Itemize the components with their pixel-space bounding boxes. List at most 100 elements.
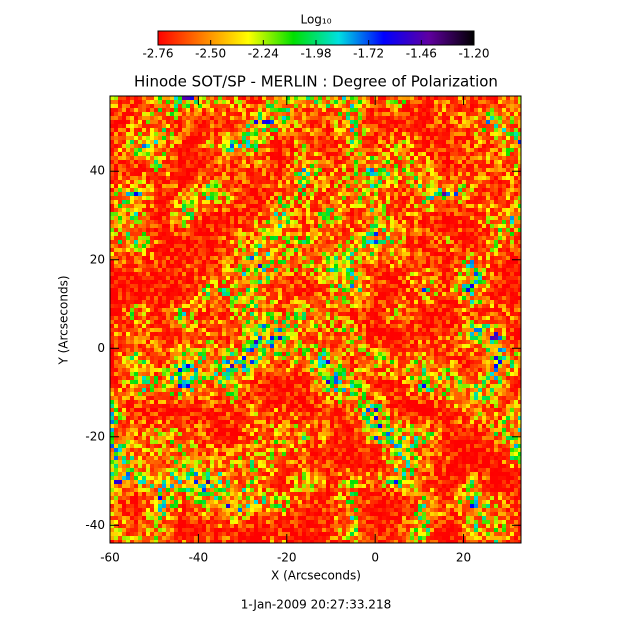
heatmap-cell <box>402 136 406 140</box>
heatmap-cell <box>518 116 521 120</box>
heatmap-cell <box>186 184 190 188</box>
heatmap-cell <box>358 224 362 228</box>
heatmap-cell <box>462 164 466 168</box>
heatmap-cell <box>194 112 198 116</box>
heatmap-cell <box>266 144 270 148</box>
heatmap-cell <box>178 232 182 236</box>
heatmap-cell <box>118 148 122 152</box>
heatmap-cell <box>514 108 518 112</box>
heatmap-cell <box>210 112 214 116</box>
heatmap-cell <box>110 200 114 204</box>
heatmap-cell <box>454 176 458 180</box>
heatmap-cell <box>294 208 298 212</box>
heatmap-cell <box>494 116 498 120</box>
heatmap-cell <box>478 260 482 264</box>
heatmap-cell <box>174 196 178 200</box>
heatmap-cell <box>486 152 490 156</box>
heatmap-cell <box>134 232 138 236</box>
heatmap-cell <box>406 148 410 152</box>
heatmap-cell <box>394 236 398 240</box>
heatmap-cell <box>386 96 390 100</box>
heatmap-cell <box>498 200 502 204</box>
heatmap-cell <box>514 144 518 148</box>
heatmap-cell <box>466 168 470 172</box>
heatmap-cell <box>454 236 458 240</box>
heatmap-cell <box>506 272 510 276</box>
heatmap-cell <box>214 236 218 240</box>
heatmap-cell <box>402 140 406 144</box>
heatmap-cell <box>162 160 166 164</box>
heatmap-cell <box>242 288 246 292</box>
heatmap-cell <box>514 216 518 220</box>
heatmap-cell <box>334 180 338 184</box>
heatmap-cell <box>398 280 402 284</box>
heatmap-cell <box>482 244 486 248</box>
heatmap-cell <box>186 256 190 260</box>
heatmap-cell <box>502 196 506 200</box>
heatmap-cell <box>182 240 186 244</box>
heatmap-cell <box>490 272 494 276</box>
heatmap-cell <box>182 200 186 204</box>
heatmap-cell <box>518 260 521 264</box>
heatmap-cell <box>250 120 254 124</box>
heatmap-cell <box>218 264 222 268</box>
heatmap-cell <box>218 212 222 216</box>
heatmap-cell <box>266 240 270 244</box>
heatmap-cell <box>238 140 242 144</box>
heatmap-cell <box>178 268 182 272</box>
heatmap-cell <box>306 116 310 120</box>
heatmap-cell <box>394 280 398 284</box>
heatmap-cell <box>398 268 402 272</box>
heatmap-cell <box>298 232 302 236</box>
heatmap-cell <box>142 168 146 172</box>
heatmap-cell <box>290 160 294 164</box>
heatmap-cell <box>162 140 166 144</box>
heatmap-cell <box>286 288 290 292</box>
heatmap-cell <box>166 188 170 192</box>
heatmap-cell <box>306 228 310 232</box>
heatmap-cell <box>470 136 474 140</box>
heatmap-cell <box>438 228 442 232</box>
heatmap-cell <box>242 260 246 264</box>
heatmap-cell <box>222 268 226 272</box>
heatmap-cell <box>242 204 246 208</box>
heatmap-cell <box>430 96 434 100</box>
heatmap-cell <box>154 280 158 284</box>
heatmap-cell <box>170 248 174 252</box>
heatmap-cell <box>334 196 338 200</box>
heatmap-cell <box>278 264 282 268</box>
heatmap-cell <box>418 148 422 152</box>
heatmap-cell <box>298 272 302 276</box>
heatmap-cell <box>458 160 462 164</box>
heatmap-cell <box>134 252 138 256</box>
heatmap-cell <box>422 208 426 212</box>
heatmap-cell <box>146 252 150 256</box>
heatmap-cell <box>426 196 430 200</box>
heatmap-cell <box>218 180 222 184</box>
heatmap-cell <box>410 240 414 244</box>
heatmap-cell <box>370 128 374 132</box>
heatmap-cell <box>458 124 462 128</box>
heatmap-cell <box>434 236 438 240</box>
heatmap-cell <box>434 168 438 172</box>
heatmap-cell <box>314 100 318 104</box>
heatmap-cell <box>502 112 506 116</box>
heatmap-cell <box>386 220 390 224</box>
heatmap-cell <box>274 264 278 268</box>
heatmap-cell <box>298 144 302 148</box>
heatmap-cell <box>166 96 170 100</box>
heatmap-cell <box>142 120 146 124</box>
heatmap-cell <box>110 204 114 208</box>
heatmap-cell <box>374 164 378 168</box>
heatmap-cell <box>514 228 518 232</box>
heatmap-cell <box>494 132 498 136</box>
heatmap-cell <box>506 164 510 168</box>
heatmap-cell <box>498 100 502 104</box>
heatmap-cell <box>234 248 238 252</box>
heatmap-cell <box>514 200 518 204</box>
heatmap-cell <box>230 188 234 192</box>
heatmap-cell <box>354 116 358 120</box>
heatmap-cell <box>194 288 198 292</box>
heatmap-cell <box>462 204 466 208</box>
heatmap-cell <box>454 124 458 128</box>
